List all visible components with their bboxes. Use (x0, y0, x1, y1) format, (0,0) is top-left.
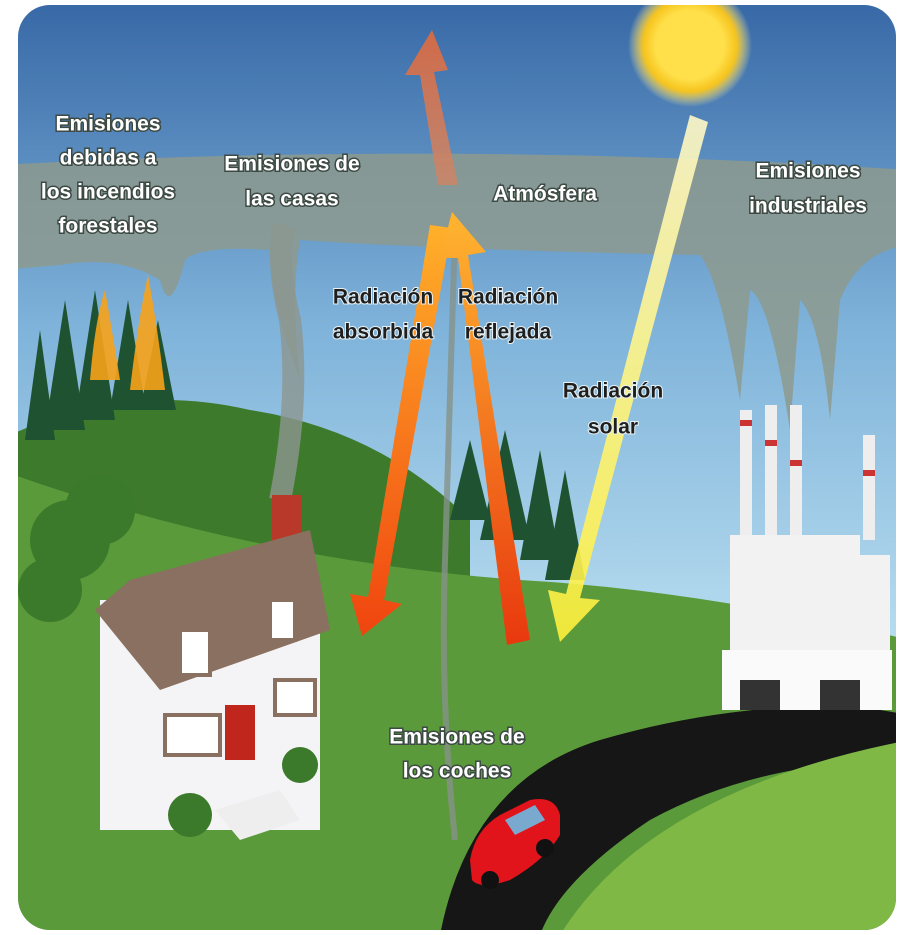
label-line: Atmósfera (493, 183, 597, 206)
arrow-escape (405, 30, 458, 185)
fire (90, 275, 165, 390)
label-line: los incendios (41, 181, 175, 204)
label-line: Emisiones (55, 113, 160, 136)
label-line: Radiación (333, 286, 433, 309)
arrow-reflected (440, 212, 530, 645)
atmosphere-band (18, 153, 896, 430)
house (95, 495, 330, 840)
label-line: absorbida (333, 321, 434, 344)
car-smoke (440, 229, 458, 841)
factory (722, 405, 892, 710)
label-line: Emisiones (755, 160, 860, 183)
bushes (18, 475, 318, 837)
arrow-solar (548, 115, 708, 642)
house-smoke (269, 221, 305, 503)
right-hill (560, 740, 896, 930)
label-line: las casas (245, 188, 338, 211)
label-line: Radiación (563, 380, 663, 403)
label-line: industriales (749, 195, 867, 218)
sun (628, 5, 752, 107)
label-line: Emisiones de (389, 726, 524, 749)
label-line: forestales (58, 215, 157, 238)
label-line: Radiación (458, 286, 558, 309)
car (470, 799, 560, 889)
label-line: debidas a (60, 147, 157, 170)
road (440, 705, 896, 930)
arrow-absorbed (350, 225, 452, 636)
label-line: los coches (403, 760, 512, 783)
label-line: reflejada (465, 321, 552, 344)
label-line: Emisiones de (224, 153, 359, 176)
label-line: solar (588, 416, 638, 439)
